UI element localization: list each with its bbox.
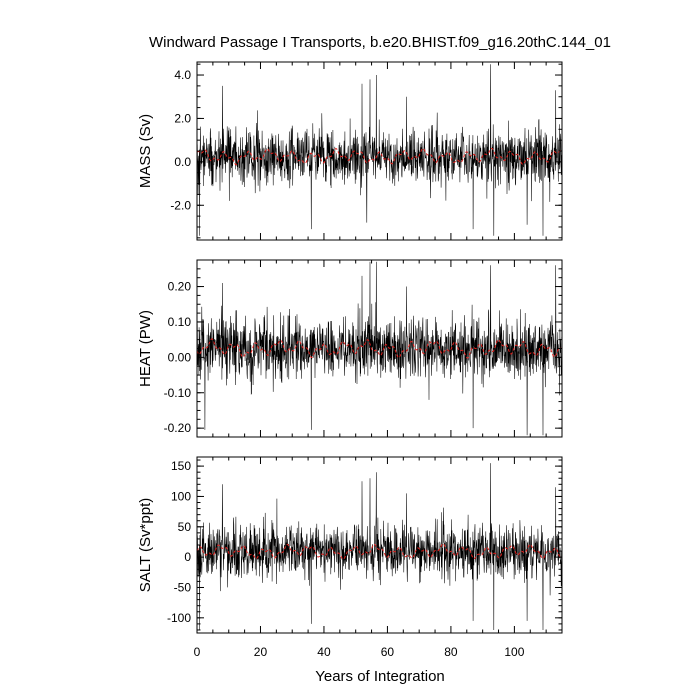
x-tick-label: 40 xyxy=(317,645,331,659)
y-axis-label: MASS (Sv) xyxy=(137,114,154,188)
x-tick-label: 60 xyxy=(381,645,395,659)
y-tick-label: 0.0 xyxy=(174,155,191,169)
smoothed-series-line xyxy=(197,147,562,166)
y-tick-label: 100 xyxy=(171,489,191,503)
smoothed-series-line xyxy=(197,543,562,560)
y-tick-label: -2.0 xyxy=(170,198,191,212)
raw-series-line xyxy=(197,261,562,436)
x-tick-label: 0 xyxy=(194,645,201,659)
x-axis-label: Years of Integration xyxy=(315,668,445,685)
x-tick-label: 80 xyxy=(444,645,458,659)
y-tick-label: 150 xyxy=(171,459,191,473)
chart-title: Windward Passage I Transports, b.e20.BHI… xyxy=(149,34,611,51)
y-axis-label: SALT (Sv*ppt) xyxy=(137,498,154,592)
raw-series-line xyxy=(197,463,562,631)
panel-2: 0.20 0.10 0.00 -0.10 -0.20 HEAT (PW) xyxy=(137,259,563,438)
panel-3: 150 100 50 0 -50 -100 SALT (Sv*ppt) xyxy=(137,456,563,634)
chart-panels: 4.0 2.0 0.0 -2.0 MASS (Sv) 0.20 0.10 0.00 -0.10 -… xyxy=(137,61,563,634)
y-tick-label: 0 xyxy=(184,550,191,564)
y-tick-label: 4.0 xyxy=(174,68,191,82)
smoothed-series-line xyxy=(197,338,562,359)
raw-series-line xyxy=(197,64,562,236)
y-tick-label: -100 xyxy=(167,611,191,625)
y-axis-label: HEAT (PW) xyxy=(137,310,154,387)
y-tick-label: 2.0 xyxy=(174,111,191,125)
y-tick-label: 0.00 xyxy=(168,350,192,364)
y-tick-label: 50 xyxy=(178,520,192,534)
x-tick-labels: 0 20 40 60 80 100 xyxy=(194,645,525,659)
panel-1: 4.0 2.0 0.0 -2.0 MASS (Sv) xyxy=(137,61,563,241)
x-tick-label: 20 xyxy=(254,645,268,659)
y-tick-label: -0.10 xyxy=(164,386,192,400)
y-tick-label: -50 xyxy=(174,580,192,594)
y-tick-label: 0.10 xyxy=(168,315,192,329)
x-tick-label: 100 xyxy=(504,645,524,659)
y-tick-label: 0.20 xyxy=(168,280,192,294)
y-tick-label: -0.20 xyxy=(164,421,192,435)
